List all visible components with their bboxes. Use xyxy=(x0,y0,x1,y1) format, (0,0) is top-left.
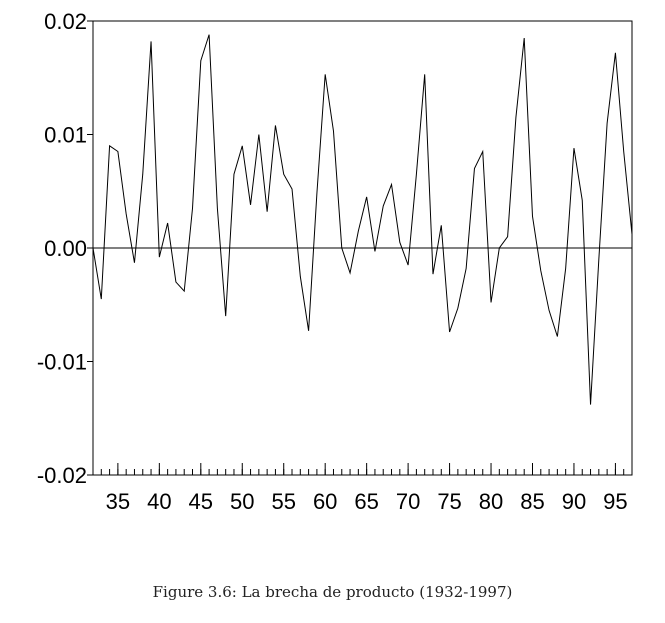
x-tick-label: 75 xyxy=(437,489,461,514)
y-tick-label: 0.00 xyxy=(44,236,87,261)
x-tick-label: 80 xyxy=(479,489,503,514)
x-tick-label: 60 xyxy=(313,489,337,514)
x-axis: 35 40 45 50 55 60 65 70 75 80 85 90 95 xyxy=(92,463,633,514)
x-tick-label: 90 xyxy=(562,489,586,514)
figure-caption: Figure 3.6: La brecha de producto (1932-… xyxy=(152,583,513,601)
x-tick-label: 70 xyxy=(396,489,420,514)
x-tick-label: 55 xyxy=(271,489,295,514)
y-tick-label: 0.02 xyxy=(44,9,87,34)
x-tick-label: 85 xyxy=(520,489,544,514)
x-tick-label: 65 xyxy=(354,489,378,514)
y-tick-label: -0.01 xyxy=(37,350,87,375)
y-tick-label: -0.02 xyxy=(37,463,87,488)
line-chart: 0.02 0.01 0.00 -0.01 -0.02 35 40 45 50 55 60 65 70 7… xyxy=(37,9,633,514)
series-line xyxy=(92,34,633,405)
y-tick-label: 0.01 xyxy=(44,123,87,148)
x-tick-label: 50 xyxy=(230,489,254,514)
x-tick-label: 95 xyxy=(603,489,627,514)
series-group xyxy=(92,34,633,405)
x-tick-label: 45 xyxy=(189,489,213,514)
x-tick-label: 35 xyxy=(106,489,130,514)
x-tick-label: 40 xyxy=(147,489,171,514)
y-axis: 0.02 0.01 0.00 -0.01 -0.02 xyxy=(37,9,93,488)
